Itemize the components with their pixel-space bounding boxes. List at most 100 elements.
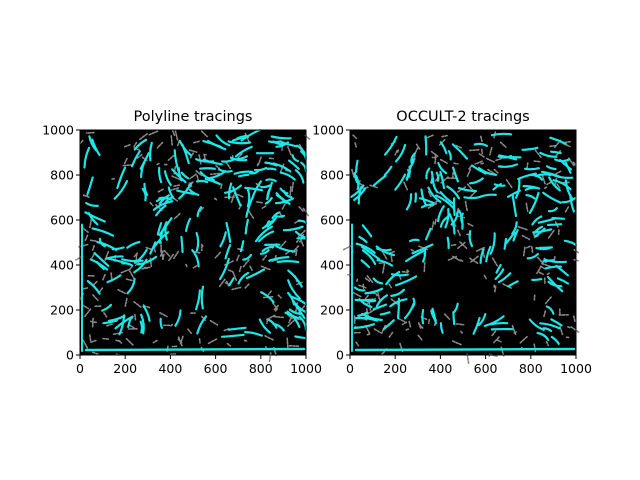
gray-speckle [284,169,290,173]
gray-speckle [159,312,168,318]
tracing-stroke [287,279,301,300]
tracing-stroke [528,191,540,215]
axes-frame [349,129,577,356]
tracing-stroke [550,173,574,179]
tracing-stroke [140,313,145,335]
tracing-stroke [254,166,268,172]
tracing-stroke [384,135,398,156]
gray-speckle [404,328,410,332]
tracing-stroke [354,298,374,302]
gray-speckle [272,304,280,312]
gray-speckle [244,283,250,289]
gray-speckle [273,308,278,313]
gray-speckle [289,185,292,196]
tracing-stroke [196,315,208,335]
tracing-stroke [410,152,416,165]
gray-speckle [408,320,412,329]
tracing-stroke [271,211,281,220]
image-background [80,130,306,355]
tracing-stroke [372,277,384,285]
gray-speckle [455,323,465,326]
gray-speckle [485,157,495,163]
tracing-stroke [434,194,455,210]
y-tick-label: 800 [320,168,344,183]
gray-speckle [531,245,534,255]
tracing-stroke [389,298,408,308]
gray-speckle [265,314,276,321]
tracing-stroke [245,268,266,280]
gray-speckle [483,274,487,280]
tracing-stroke [152,200,174,211]
gray-speckle [261,254,268,262]
tracing-stroke [468,177,484,185]
gray-speckle [82,339,89,349]
gray-speckle [192,265,198,269]
gray-speckle [83,308,92,318]
gray-speckle [148,130,159,136]
gray-speckle [120,268,131,274]
tracing-stroke [275,245,296,253]
gray-speckle [225,161,232,170]
gray-speckle [91,351,100,356]
tracing-stroke [221,333,245,338]
tracing-stroke [364,287,384,295]
gray-speckle [140,267,149,270]
gray-speckle [518,335,528,345]
tracing-stroke [246,188,251,208]
tracing-stroke [178,139,192,157]
tracing-stroke [286,310,301,329]
gray-speckle [534,149,543,159]
tracing-stroke [437,162,448,175]
tracing-stroke [420,188,428,207]
tracing-stroke [512,229,519,242]
tracing-stroke [245,197,254,218]
tracing-stroke [353,187,367,202]
tracing-stroke [259,249,270,255]
tracing-stroke [206,139,227,151]
y-tick-label: 600 [320,213,344,228]
gray-speckle [434,218,437,225]
tracing-stroke [93,252,110,267]
x-tick-label: 800 [249,361,273,376]
gray-speckle [157,188,164,193]
tracing-stroke [83,146,91,169]
tracing-stroke [127,317,132,328]
gray-speckle [223,260,234,266]
gray-speckle [89,320,99,324]
tracing-stroke [232,186,242,207]
tracing-stroke [547,280,563,288]
gray-speckle [352,134,358,139]
gray-speckle [145,246,152,251]
gray-speckle [475,246,486,252]
tracing-stroke [84,347,306,352]
tracing-stroke [531,215,543,226]
y-tick-label: 600 [50,213,74,228]
gray-speckle [538,271,544,276]
gray-speckle [410,249,416,252]
tracing-stroke [225,221,232,243]
tracing-stroke [425,227,432,241]
gray-speckle [152,339,158,344]
tracing-stroke [233,155,248,161]
gray-speckle [159,250,164,258]
tracing-stroke [451,143,469,160]
tracing-stroke [552,179,572,191]
gray-speckle [174,130,179,142]
tracing-stroke [244,186,264,192]
tracing-stroke [171,168,187,184]
tracing-stroke [223,184,242,194]
tracing-stroke [195,158,215,163]
gray-speckle [460,330,465,335]
tracing-stroke [272,140,288,146]
tracing-stroke [420,203,435,209]
tracing-stroke [149,141,153,162]
tracing-stroke [533,225,544,234]
tracing-stroke [353,323,376,329]
gray-speckle [133,141,138,148]
tracing-stroke [266,167,277,171]
tracing-stroke [200,285,205,310]
tracing-stroke [131,150,141,168]
tracing-stroke [199,171,215,181]
tracing-stroke [547,207,558,213]
tracing-stroke [268,256,290,262]
